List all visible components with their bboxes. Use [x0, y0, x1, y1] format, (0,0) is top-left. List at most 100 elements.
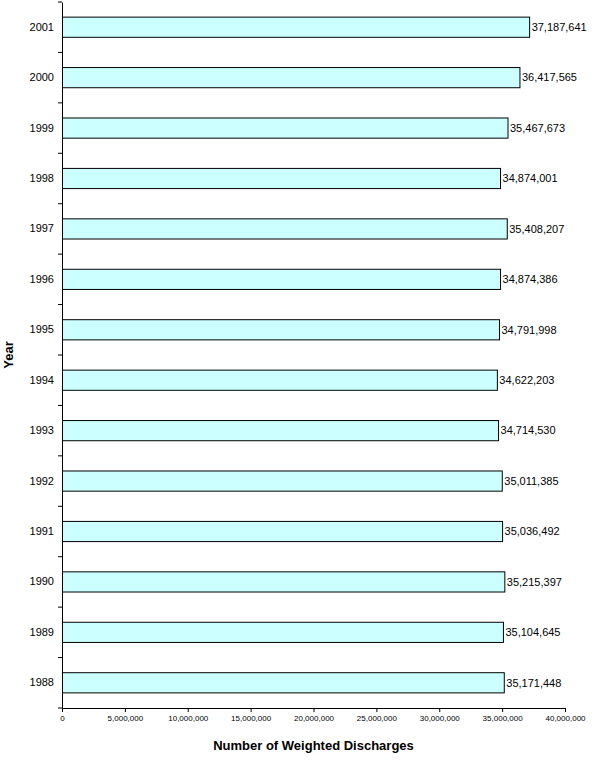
x-tick-mark	[125, 708, 126, 712]
y-tick-label: 1989	[30, 626, 54, 638]
x-axis: 0 5,000,000 10,000,000 15,000,000 20,000,000…	[60, 708, 586, 723]
y-axis-line	[62, 3, 63, 709]
bar	[62, 269, 501, 289]
x-tick: 25,000,000	[357, 708, 398, 723]
y-tick-label: 1998	[30, 172, 54, 184]
y-tick: 1991	[30, 525, 62, 537]
category-divider-tick	[58, 254, 62, 255]
y-tick-label: 2001	[30, 21, 54, 33]
data-label: 34,791,998	[502, 324, 557, 336]
chart: 37,187,64136,417,56535,467,67334,874,001…	[0, 0, 606, 773]
y-tick-label: 1991	[30, 525, 54, 537]
x-tick-label: 10,000,000	[168, 714, 209, 723]
x-axis-title: Number of Weighted Discharges	[213, 738, 414, 753]
y-axis-title: Year	[1, 341, 16, 368]
x-tick: 5,000,000	[108, 708, 144, 723]
data-label: 35,036,492	[505, 525, 560, 537]
category-divider-tick	[58, 405, 62, 406]
data-label: 35,467,673	[510, 122, 565, 134]
x-tick-label: 0	[60, 714, 65, 723]
y-tick: 2001	[30, 21, 62, 33]
x-tick-label: 35,000,000	[483, 714, 524, 723]
category-divider-tick	[58, 506, 62, 507]
bar	[62, 572, 505, 592]
x-tick-mark	[439, 708, 440, 712]
bar	[62, 622, 503, 642]
x-tick-mark	[62, 708, 63, 712]
x-tick: 30,000,000	[420, 708, 461, 723]
data-label: 34,622,203	[499, 374, 554, 386]
data-labels: 37,187,64136,417,56535,467,67334,874,001…	[499, 21, 586, 689]
bar	[62, 17, 530, 37]
y-tick: 1998	[30, 172, 62, 184]
x-tick-label: 30,000,000	[420, 714, 461, 723]
y-tick: 1994	[30, 374, 62, 386]
x-axis-line	[63, 709, 566, 713]
y-tick: 2000	[30, 71, 62, 83]
x-tick-label: 40,000,000	[545, 714, 586, 723]
data-label: 35,104,645	[505, 626, 560, 638]
y-tick-label: 1995	[30, 323, 54, 335]
y-tick-label: 1996	[30, 273, 54, 285]
x-tick-label: 5,000,000	[108, 714, 144, 723]
y-tick: 1999	[30, 122, 62, 134]
bar	[62, 320, 500, 340]
y-tick: 1995	[30, 323, 62, 335]
y-tick-label: 1992	[30, 475, 54, 487]
x-tick-mark	[376, 708, 377, 712]
x-tick: 40,000,000	[545, 708, 586, 723]
category-divider-tick	[58, 355, 62, 356]
x-tick: 35,000,000	[483, 708, 524, 723]
x-tick-label: 25,000,000	[357, 714, 398, 723]
y-tick-label: 1994	[30, 374, 54, 386]
x-tick: 20,000,000	[294, 708, 335, 723]
x-tick-label: 20,000,000	[294, 714, 335, 723]
category-divider-tick	[58, 556, 62, 557]
category-divider-tick	[58, 2, 62, 3]
x-tick-label: 15,000,000	[231, 714, 272, 723]
x-tick-mark	[502, 708, 503, 712]
data-label: 35,408,207	[509, 223, 564, 235]
bar	[62, 521, 503, 541]
category-divider-tick	[58, 708, 62, 709]
bar	[62, 673, 504, 693]
data-label: 36,417,565	[522, 71, 577, 83]
category-divider-tick	[58, 52, 62, 53]
x-tick: 15,000,000	[231, 708, 272, 723]
data-label: 34,874,386	[503, 273, 558, 285]
y-tick-label: 1997	[30, 222, 54, 234]
category-divider-tick	[58, 304, 62, 305]
category-divider-tick	[58, 102, 62, 103]
y-tick: 1990	[30, 575, 62, 587]
x-tick: 10,000,000	[168, 708, 209, 723]
data-label: 35,011,385	[504, 475, 558, 487]
x-tick-mark	[314, 708, 315, 712]
data-label: 35,215,397	[507, 576, 562, 588]
bars	[62, 17, 530, 693]
plot: 37,187,64136,417,56535,467,67334,874,001…	[30, 2, 587, 723]
bar	[62, 118, 508, 138]
category-divider-tick	[58, 153, 62, 154]
y-tick-label: 1988	[30, 676, 54, 688]
data-label: 34,714,530	[501, 424, 556, 436]
y-tick-label: 1999	[30, 122, 54, 134]
x-tick-mark	[251, 708, 252, 712]
category-divider-tick	[58, 657, 62, 658]
bar	[62, 168, 501, 188]
y-tick: 1988	[30, 676, 62, 688]
category-divider-tick	[58, 455, 62, 456]
y-tick-label: 1993	[30, 424, 54, 436]
bar	[62, 219, 507, 239]
category-divider-tick	[58, 607, 62, 608]
bar	[62, 370, 497, 390]
x-tick-mark	[565, 708, 566, 712]
data-label: 35,171,448	[506, 677, 561, 689]
bar	[62, 471, 502, 491]
y-tick-label: 1990	[30, 575, 54, 587]
y-tick-label: 2000	[30, 71, 54, 83]
bar	[62, 421, 499, 441]
x-tick-mark	[188, 708, 189, 712]
y-tick: 1996	[30, 273, 62, 285]
y-axis: 2001 2000 1999 1998 1997 1996 1995 1994 1993 1992…	[30, 2, 63, 709]
y-tick: 1997	[30, 222, 62, 234]
